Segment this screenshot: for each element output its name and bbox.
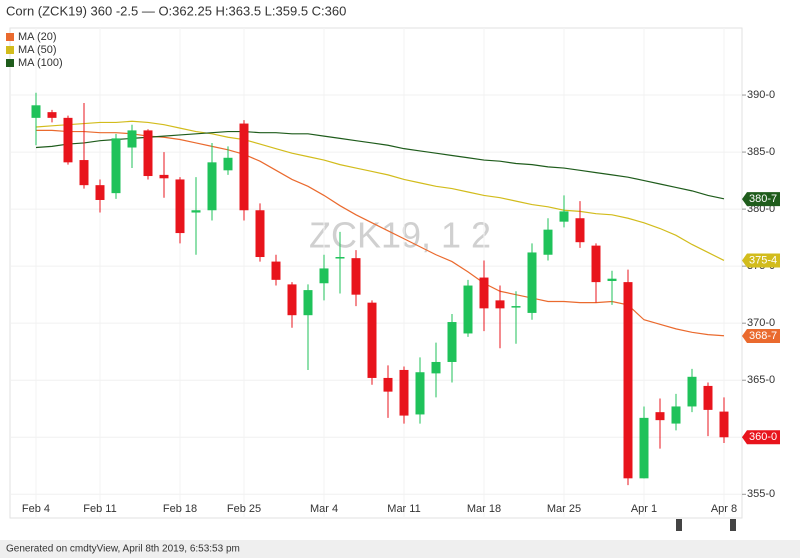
candle-body: [111, 138, 121, 194]
candle-body: [655, 412, 665, 421]
footer-bar: [0, 540, 800, 558]
price-tag-label: 380-7: [749, 193, 777, 205]
candle-body: [367, 302, 377, 378]
candle-body: [447, 322, 457, 362]
candle-body: [703, 385, 713, 410]
x-tick-label: Mar 18: [467, 503, 501, 515]
chart-title: Corn (ZCK19) 360 -2.5 — O:362.25 H:363.5…: [6, 3, 346, 18]
scroll-handle[interactable]: [730, 519, 736, 531]
candle-body: [271, 261, 281, 280]
x-tick-label: Feb 11: [83, 503, 116, 515]
candle-body: [255, 210, 265, 258]
legend-swatch: [6, 59, 14, 67]
candle-body: [351, 258, 361, 295]
candle-body: [159, 174, 169, 179]
legend-label: MA (100): [18, 57, 63, 69]
candle-body: [175, 179, 185, 234]
candle-body: [511, 306, 521, 308]
price-tag: [742, 253, 780, 268]
candle-body: [127, 130, 137, 148]
candle-body: [495, 300, 505, 309]
x-tick-label: Feb 4: [22, 503, 50, 515]
candle-body: [527, 252, 537, 313]
candle-body: [687, 376, 697, 407]
legend-label: MA (20): [18, 31, 57, 43]
x-tick-label: Feb 18: [163, 503, 197, 515]
candle-body: [575, 218, 585, 243]
x-tick-label: Feb 25: [227, 503, 261, 515]
x-tick-label: Mar 4: [310, 503, 338, 515]
y-tick-label: 370-0: [747, 317, 775, 329]
y-tick-label: 365-0: [747, 374, 775, 386]
candle-body: [463, 285, 473, 334]
footer: Generated on cmdtyView, April 8th 2019, …: [6, 544, 240, 555]
candle-body: [415, 372, 425, 415]
price-tag-label: 368-7: [749, 330, 777, 342]
candle-body: [719, 411, 729, 438]
candle-body: [383, 377, 393, 392]
y-tick-label: 390-0: [747, 89, 775, 101]
watermark: ZCK19, 1 2: [309, 215, 491, 256]
candle-body: [671, 406, 681, 424]
x-tick-label: Apr 1: [631, 503, 657, 515]
scroll-handle[interactable]: [676, 519, 682, 531]
candle-body: [47, 112, 57, 118]
candle-body: [431, 361, 441, 374]
candle-body: [607, 278, 617, 281]
candle-body: [31, 105, 41, 118]
candle-body: [399, 369, 409, 416]
candle-body: [639, 417, 649, 479]
candle-body: [287, 284, 297, 316]
candle-body: [559, 211, 569, 222]
x-tick-label: Mar 25: [547, 503, 581, 515]
legend-label: MA (50): [18, 44, 57, 56]
candle-body: [303, 290, 313, 316]
y-tick-label: 385-0: [747, 146, 775, 158]
candle-body: [223, 157, 233, 171]
candle-body: [319, 268, 329, 284]
y-tick-label: 355-0: [747, 488, 775, 500]
candle-body: [95, 185, 105, 200]
candle-body: [191, 210, 201, 213]
candle-body: [591, 245, 601, 283]
candle-body: [239, 123, 249, 211]
ma-line: [35, 120, 725, 261]
price-tag: [742, 329, 780, 344]
price-tag: [742, 192, 780, 207]
candle-body: [143, 130, 153, 177]
legend-swatch: [6, 46, 14, 54]
plot-frame: [9, 27, 743, 519]
price-tag-label: 360-0: [749, 431, 777, 443]
legend-swatch: [6, 33, 14, 41]
candle-body: [79, 160, 89, 186]
x-tick-label: Apr 8: [711, 503, 737, 515]
price-tag: [742, 430, 780, 445]
candle-body: [335, 257, 345, 259]
candle-body: [479, 277, 489, 309]
candle-body: [623, 282, 633, 479]
price-tag-label: 375-4: [749, 254, 777, 266]
x-tick-label: Mar 11: [387, 503, 420, 515]
candle-body: [63, 117, 73, 163]
candle-body: [207, 162, 217, 211]
candle-body: [543, 229, 553, 255]
